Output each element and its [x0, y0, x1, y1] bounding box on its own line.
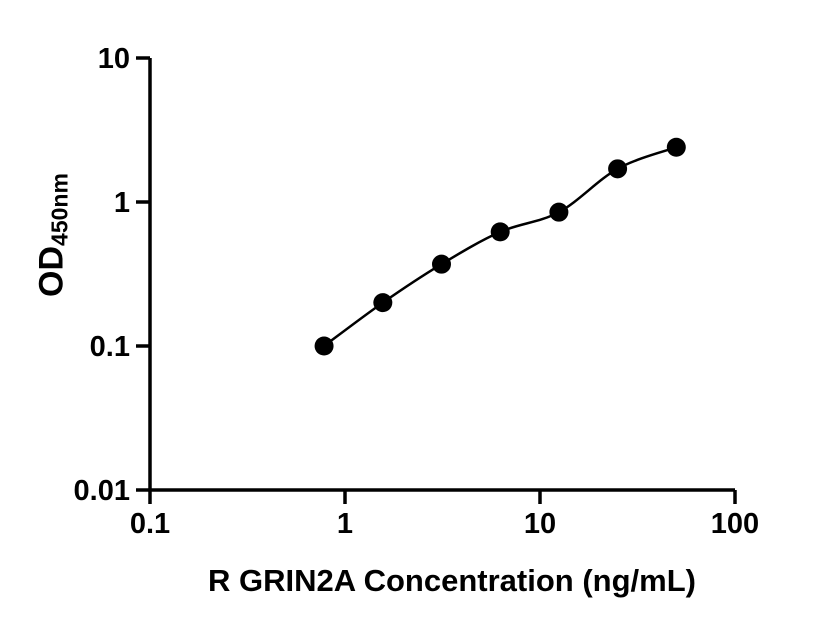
fit-curve [323, 146, 677, 348]
data-point [490, 222, 510, 242]
y-axis-title-main: OD [32, 245, 71, 297]
data-point [666, 137, 686, 157]
x-tick-label: 0.1 [130, 508, 170, 540]
data-point [549, 202, 569, 222]
y-tick-label: 0.1 [90, 331, 130, 363]
data-point [314, 336, 334, 356]
y-tick-label: 10 [98, 43, 130, 75]
data-point [373, 293, 393, 313]
data-point [608, 159, 628, 179]
axes [148, 58, 735, 492]
x-tick-label: 100 [711, 508, 759, 540]
y-tick-label: 0.01 [74, 475, 130, 507]
x-axis-title: R GRIN2A Concentration (ng/mL) [208, 563, 696, 598]
y-tick-label: 1 [114, 187, 130, 219]
y-axis-title-subscript: 450nm [46, 173, 73, 246]
y-axis-title: OD450nm [32, 173, 73, 297]
x-tick-label: 1 [337, 508, 353, 540]
x-tick-label: 10 [524, 508, 556, 540]
data-point [431, 254, 451, 274]
